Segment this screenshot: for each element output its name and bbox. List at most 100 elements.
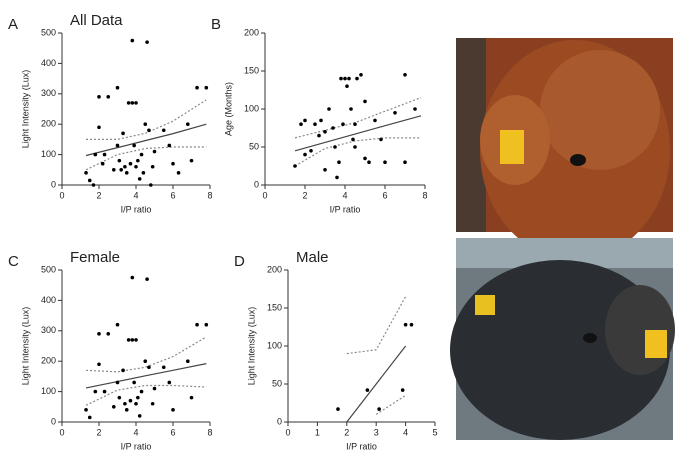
point — [400, 388, 405, 392]
point — [353, 145, 357, 149]
x-tick-label: 8 — [207, 190, 212, 200]
y-tick-label: 200 — [267, 264, 282, 274]
point — [112, 168, 116, 172]
point — [363, 99, 367, 104]
point — [335, 175, 339, 180]
point — [336, 407, 340, 411]
fit-line — [85, 123, 207, 157]
x-tick-label: 0 — [262, 190, 267, 200]
point — [130, 101, 135, 105]
point — [143, 122, 148, 126]
point — [323, 130, 327, 134]
y-tick-label: 0 — [51, 179, 56, 189]
point — [137, 177, 142, 181]
y-axis-label: Light Intensity (Lux) — [20, 70, 30, 149]
point — [403, 160, 407, 164]
panel-label: C — [8, 253, 19, 270]
x-tick-label: 3 — [374, 427, 379, 437]
point — [379, 137, 383, 142]
x-axis-label: I/P ratio — [121, 441, 152, 451]
point — [152, 386, 157, 391]
point — [126, 338, 131, 342]
point — [309, 149, 313, 153]
point — [383, 160, 387, 164]
y-tick-label: 150 — [267, 302, 282, 312]
point — [323, 168, 327, 172]
point — [161, 365, 166, 370]
point — [293, 164, 297, 168]
ci-lower — [85, 384, 207, 406]
y-tick-label: 500 — [41, 27, 56, 37]
point — [102, 389, 107, 394]
x-tick-label: 6 — [382, 190, 387, 200]
point — [319, 118, 323, 123]
point — [403, 322, 408, 327]
point — [139, 389, 144, 394]
point — [132, 143, 136, 148]
point — [359, 73, 363, 77]
point — [373, 118, 377, 123]
photo-bottom — [450, 238, 675, 440]
point — [189, 158, 194, 163]
point — [115, 380, 120, 385]
fit-line — [346, 345, 407, 423]
point — [87, 178, 92, 183]
point — [123, 401, 127, 406]
point — [106, 332, 111, 336]
point — [97, 362, 101, 367]
ci-upper — [294, 97, 422, 139]
point — [100, 161, 105, 166]
panel-title: All Data — [70, 12, 123, 29]
y-tick-label: 50 — [272, 378, 282, 388]
x-tick-label: 2 — [302, 190, 307, 200]
point — [126, 101, 131, 105]
x-tick-label: 4 — [133, 427, 138, 437]
point — [171, 408, 175, 412]
y-axis-label: Light Intensity (Lux) — [20, 307, 30, 386]
point — [137, 414, 142, 418]
y-tick-label: 200 — [244, 27, 259, 37]
point — [186, 122, 190, 126]
point — [123, 164, 127, 169]
fit-line — [294, 115, 422, 152]
point — [124, 408, 129, 412]
point — [121, 368, 125, 373]
panel-label: A — [8, 16, 18, 33]
point — [87, 415, 92, 420]
y-tick-label: 400 — [41, 295, 56, 305]
point — [128, 161, 133, 166]
point — [171, 161, 175, 166]
point — [413, 107, 417, 111]
x-tick-label: 5 — [432, 427, 437, 437]
point — [195, 322, 199, 327]
ci-upper — [86, 99, 207, 140]
fit-line — [85, 363, 207, 389]
point — [343, 76, 347, 81]
point — [149, 183, 153, 187]
point — [365, 388, 370, 392]
point — [355, 76, 359, 81]
point — [115, 143, 120, 148]
point — [143, 359, 148, 364]
x-axis-label: I/P ratio — [330, 204, 361, 214]
point — [303, 152, 307, 157]
point — [97, 125, 101, 130]
point — [134, 338, 138, 342]
x-tick-label: 4 — [342, 190, 347, 200]
point — [189, 395, 194, 400]
point — [367, 160, 371, 164]
x-tick-label: 2 — [96, 190, 101, 200]
ci-upper — [86, 336, 207, 373]
panel-label: D — [234, 253, 245, 270]
y-tick-label: 100 — [267, 340, 282, 350]
point — [303, 118, 307, 123]
point — [93, 389, 98, 394]
y-tick-label: 0 — [254, 179, 259, 189]
point — [299, 122, 303, 126]
point — [97, 332, 101, 336]
point — [363, 156, 367, 161]
photo-top — [456, 38, 673, 260]
point — [91, 183, 96, 187]
ci-lower — [375, 394, 406, 415]
y-tick-label: 100 — [244, 103, 259, 113]
